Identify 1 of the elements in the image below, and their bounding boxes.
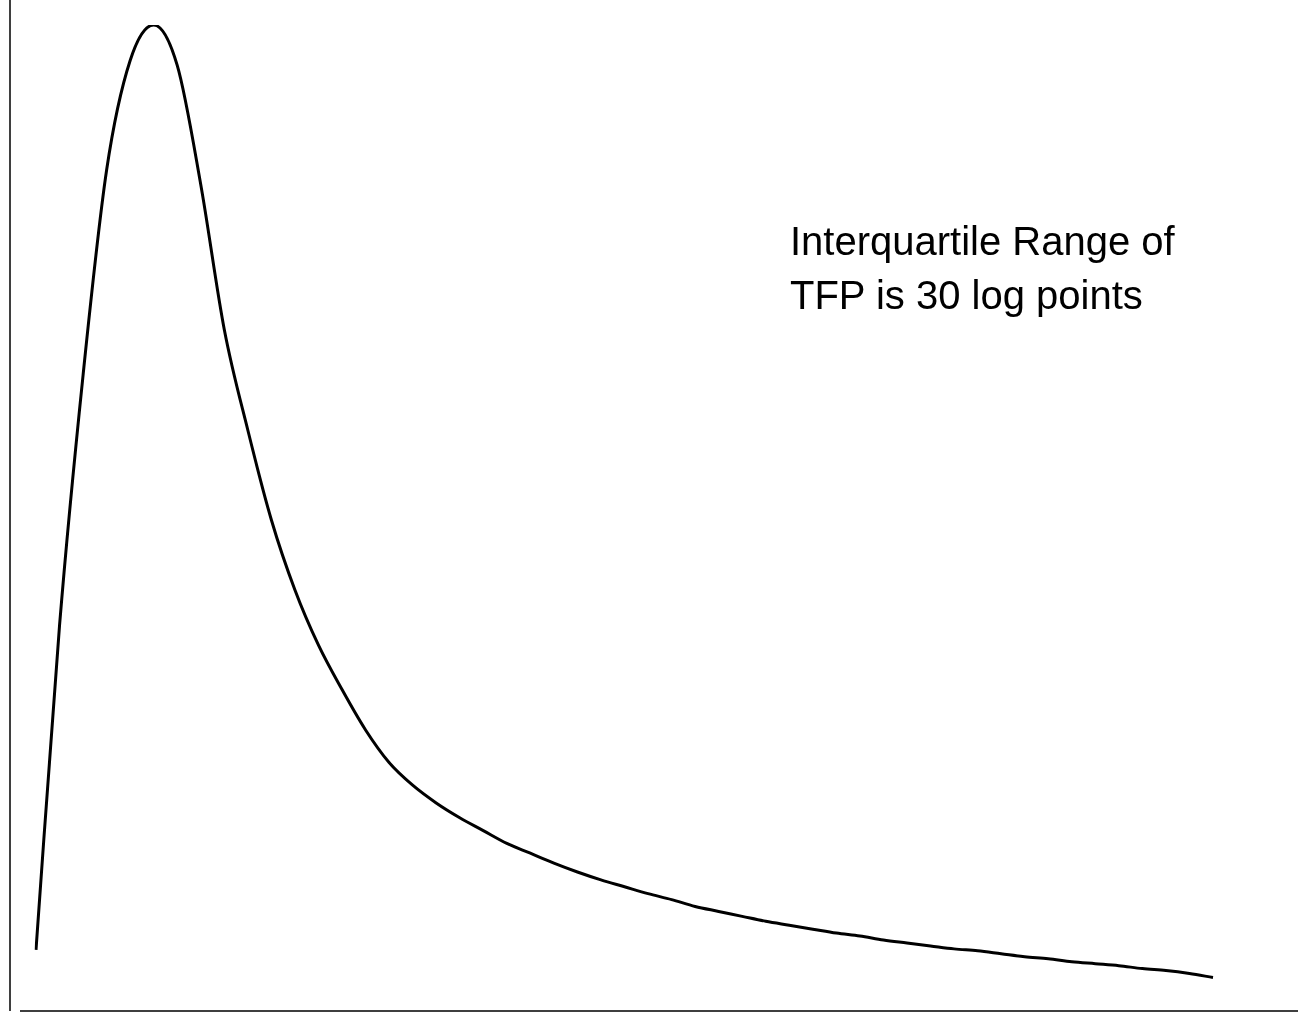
annotation: Interquartile Range of TFP is 30 log points xyxy=(790,218,1176,319)
